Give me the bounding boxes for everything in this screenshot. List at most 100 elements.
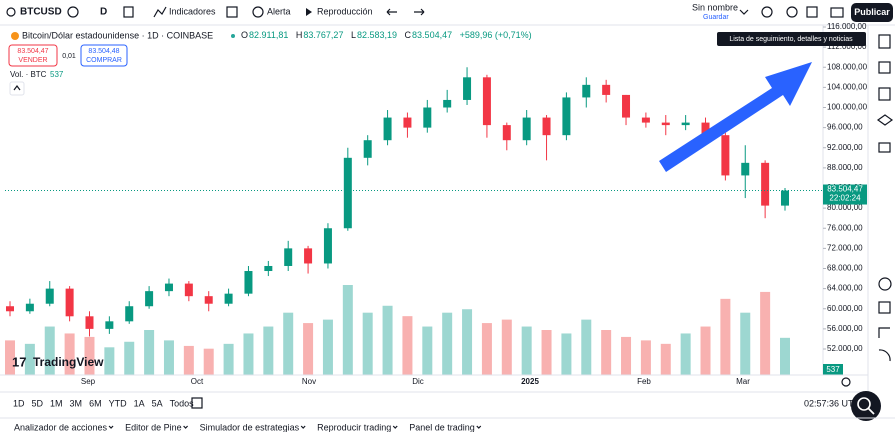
volume-bar (780, 337, 790, 375)
candle-body (323, 228, 332, 264)
candle-body (6, 306, 14, 312)
h-label: H (296, 30, 303, 40)
candle-body (65, 288, 74, 317)
alert-icon[interactable] (252, 6, 264, 18)
candle-body (343, 157, 352, 229)
stream-icon[interactable] (878, 349, 891, 362)
buy[interactable]: COMPRAR (86, 57, 122, 64)
price-tick-label: 80.000,00 (827, 203, 863, 212)
price-tick-label: 116.000,00 (827, 22, 867, 31)
publish-button[interactable] (851, 3, 893, 22)
candle-body (363, 140, 372, 158)
candle-body (145, 291, 154, 307)
symbol[interactable]: BTCUSD (20, 7, 62, 18)
last-time: 22:02:24 (829, 194, 861, 203)
candle-body (224, 293, 233, 304)
buy-price[interactable]: 83.504,48 (88, 48, 119, 55)
last-price-box (823, 184, 867, 205)
volume-bar (322, 319, 333, 375)
volume-bar (124, 341, 135, 375)
volume-bar (521, 326, 532, 375)
range-button[interactable]: 6M (89, 398, 102, 408)
zoom-handle (867, 407, 875, 415)
collapse-legend[interactable] (9, 81, 25, 96)
volume-bar (581, 319, 592, 375)
tab[interactable]: Analizador de acciones (14, 422, 108, 432)
sell-price[interactable]: 83.504,47 (17, 48, 48, 55)
target-icon[interactable] (878, 277, 892, 291)
tab[interactable]: Simulador de estrategias (200, 422, 300, 432)
range-button[interactable]: 1A (134, 398, 145, 408)
calendar2-icon[interactable] (878, 301, 891, 314)
volume-bar (243, 333, 254, 375)
volume-bar (561, 333, 572, 375)
tab[interactable]: Editor de Pine (125, 422, 182, 432)
zoom-button[interactable] (851, 391, 881, 421)
publish[interactable]: Publicar (854, 7, 890, 17)
volume-bar (303, 323, 314, 375)
quick-search[interactable] (761, 6, 773, 18)
range-button[interactable]: 1D (13, 398, 25, 408)
volume-bar (144, 330, 155, 375)
chart-type-icon[interactable] (123, 6, 134, 18)
range-button[interactable]: Todos (170, 398, 195, 408)
replay-icon[interactable] (306, 8, 312, 16)
settings[interactable] (786, 6, 798, 18)
range-button[interactable]: 1M (50, 398, 63, 408)
watchlist-icon[interactable] (878, 34, 891, 49)
search-icon[interactable] (6, 7, 16, 17)
volume-label: 537 (826, 365, 840, 374)
tab[interactable]: Panel de trading (409, 422, 475, 432)
range-button[interactable]: 5A (152, 398, 163, 408)
layout-menu[interactable] (739, 9, 749, 15)
save[interactable]: Guardar (703, 14, 729, 21)
redo[interactable] (414, 8, 425, 16)
range-button[interactable]: YTD (109, 398, 128, 408)
sell-button[interactable] (8, 44, 58, 67)
compare-icon[interactable] (67, 6, 79, 18)
layers-icon[interactable] (876, 114, 894, 126)
candle-body (641, 117, 650, 123)
candle-body (423, 107, 432, 128)
time-label: Feb (637, 377, 651, 386)
undo[interactable] (386, 8, 397, 16)
indicators[interactable]: Indicadores (169, 6, 216, 16)
high-value: 83.767,27 (303, 30, 343, 40)
layouts-icon[interactable] (226, 6, 238, 18)
volume-value: 537 (50, 70, 64, 79)
spread: 0,01 (62, 53, 76, 60)
l-label: L (351, 30, 356, 40)
alerts-icon[interactable] (878, 61, 891, 74)
tab[interactable]: Reproducir trading (317, 422, 391, 432)
indicators-icon[interactable] (153, 6, 167, 18)
volume-bar (5, 340, 15, 375)
date-range-icon[interactable] (191, 397, 203, 409)
collapse-icon (13, 85, 21, 91)
time-label: Oct (191, 377, 204, 386)
alert[interactable]: Alerta (267, 6, 291, 16)
buy-button[interactable] (80, 44, 128, 67)
sidebar-icons (876, 34, 894, 362)
fullscreen[interactable] (806, 6, 818, 18)
range-button[interactable]: 3M (70, 398, 83, 408)
candle-body (164, 283, 173, 292)
candle-body (463, 77, 472, 100)
bottom-tabs: Analizador de acciones Editor de Pine Simu… (14, 422, 482, 432)
price-tick-label: 52.000,00 (827, 344, 863, 353)
candle-body (602, 84, 611, 95)
replay[interactable]: Reproducción (317, 6, 373, 16)
layout-name[interactable]: Sin nombre (692, 2, 738, 12)
snapshot[interactable] (830, 7, 844, 18)
candle-body (443, 99, 452, 108)
interval[interactable]: D (100, 7, 107, 18)
axis-settings[interactable] (841, 377, 851, 387)
range-button[interactable]: 5D (32, 398, 44, 408)
candle-body (45, 288, 54, 304)
sell[interactable]: VENDER (18, 57, 47, 64)
price-tick-label: 100.000,00 (827, 103, 868, 112)
price-tick-label: 104.000,00 (827, 82, 868, 91)
chat-icon[interactable] (878, 142, 891, 153)
chart-icon[interactable] (878, 327, 890, 338)
candle-body (204, 296, 213, 304)
calendar-icon[interactable] (878, 87, 891, 101)
